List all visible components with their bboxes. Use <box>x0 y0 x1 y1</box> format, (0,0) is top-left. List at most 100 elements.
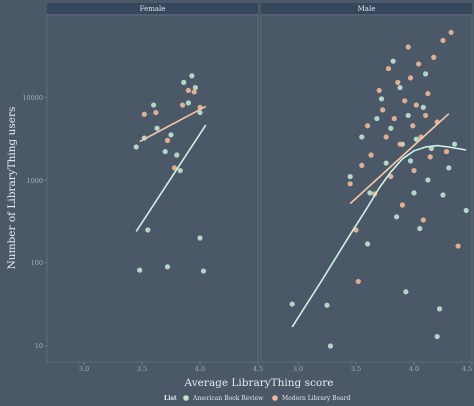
data-point-modern-library-board <box>368 152 374 158</box>
data-point-modern-library-board <box>355 278 361 285</box>
y-axis-title: Number of LibraryThing users <box>6 107 18 270</box>
data-point-modern-library-board <box>405 44 411 50</box>
data-point-modern-library-board <box>395 79 401 85</box>
data-point-american-book-review <box>436 306 443 312</box>
y-tick-label: 1000 <box>26 177 43 185</box>
data-point-american-book-review <box>164 264 171 270</box>
data-point-modern-library-board <box>391 115 397 122</box>
data-point-modern-library-board <box>376 87 382 94</box>
data-point-american-book-review <box>200 268 207 274</box>
data-point-american-book-review <box>367 190 373 196</box>
data-point-modern-library-board <box>164 137 171 143</box>
facet-strip-female <box>47 3 258 14</box>
x-tick-label: 3.5 <box>351 365 361 373</box>
data-point-modern-library-board <box>383 134 389 140</box>
data-point-american-book-review <box>434 333 440 340</box>
x-tick-label: 4.5 <box>253 365 263 373</box>
data-point-modern-library-board <box>365 123 371 129</box>
data-point-american-book-review <box>407 158 414 164</box>
fit-line-modern-library-board <box>139 105 207 143</box>
x-tick-label: 4.5 <box>462 365 472 373</box>
data-point-american-book-review <box>383 160 389 166</box>
data-point-american-book-review <box>411 190 417 196</box>
data-point-american-book-review <box>397 84 403 91</box>
data-point-modern-library-board <box>411 167 417 174</box>
legend-key-american-book-review <box>183 395 189 401</box>
data-point-american-book-review <box>181 79 187 85</box>
fit-line-american-book-review <box>291 144 467 328</box>
data-point-american-book-review <box>417 225 423 232</box>
plot-layer <box>44 29 473 365</box>
data-point-american-book-review <box>423 71 429 77</box>
data-point-american-book-review <box>425 177 431 183</box>
data-point-modern-library-board <box>141 111 147 117</box>
x-tick-label: 3.5 <box>137 365 147 373</box>
data-point-american-book-review <box>168 132 174 138</box>
facet-strip-male <box>261 3 472 14</box>
data-point-american-book-review <box>390 58 396 64</box>
panel-male <box>260 14 473 363</box>
data-point-american-book-review <box>327 343 334 349</box>
data-point-american-book-review <box>347 173 353 180</box>
data-point-modern-library-board <box>455 243 461 249</box>
data-point-modern-library-board <box>416 61 422 67</box>
data-point-american-book-review <box>289 301 295 307</box>
data-point-modern-library-board <box>185 87 191 94</box>
data-point-modern-library-board <box>399 202 405 208</box>
data-point-american-book-review <box>197 109 203 116</box>
y-tick-label: 10000 <box>22 94 43 102</box>
data-point-modern-library-board <box>153 109 159 116</box>
fit-line-modern-library-board <box>349 113 450 205</box>
data-point-american-book-review <box>394 214 400 220</box>
data-point-american-book-review <box>324 302 330 308</box>
data-point-modern-library-board <box>427 154 433 160</box>
data-point-american-book-review <box>137 267 143 273</box>
facet-strip-female-label: Female <box>140 5 166 13</box>
data-point-american-book-review <box>174 152 180 158</box>
x-tick-label: 4.0 <box>409 365 419 373</box>
data-point-american-book-review <box>420 104 426 110</box>
fit-line-american-book-review <box>135 124 207 232</box>
data-point-american-book-review <box>185 100 191 106</box>
data-point-american-book-review <box>446 165 452 171</box>
data-point-modern-library-board <box>359 162 365 168</box>
data-point-american-book-review <box>162 148 168 155</box>
data-point-american-book-review <box>133 144 139 150</box>
data-point-modern-library-board <box>448 29 454 36</box>
data-point-american-book-review <box>192 84 198 91</box>
y-tick-label: 100 <box>31 259 43 267</box>
data-point-modern-library-board <box>425 90 431 97</box>
data-point-american-book-review <box>359 134 365 140</box>
data-point-american-book-review <box>197 235 203 241</box>
data-point-modern-library-board <box>413 102 419 108</box>
data-point-american-book-review <box>189 73 195 79</box>
data-point-modern-library-board <box>191 89 197 95</box>
data-point-modern-library-board <box>443 148 450 155</box>
data-point-american-book-review <box>440 192 446 198</box>
data-point-modern-library-board <box>420 217 426 223</box>
legend-title: List <box>164 395 177 402</box>
data-point-american-book-review <box>154 125 160 131</box>
data-point-american-book-review <box>374 115 380 122</box>
data-point-american-book-review <box>365 241 371 247</box>
data-point-american-book-review <box>452 141 458 147</box>
data-point-modern-library-board <box>431 54 437 60</box>
data-point-modern-library-board <box>410 123 416 129</box>
data-point-modern-library-board <box>402 98 408 104</box>
data-point-modern-library-board <box>180 102 186 108</box>
data-point-modern-library-board <box>397 141 403 147</box>
data-point-american-book-review <box>403 289 409 295</box>
data-point-modern-library-board <box>407 75 414 81</box>
data-point-modern-library-board <box>440 37 446 44</box>
data-point-modern-library-board <box>380 107 386 113</box>
data-point-american-book-review <box>177 167 183 174</box>
legend-label-american-book-review: American Book Review <box>192 395 264 402</box>
data-point-modern-library-board <box>171 165 178 171</box>
data-point-american-book-review <box>405 112 411 119</box>
data-point-american-book-review <box>145 227 151 233</box>
data-point-american-book-review <box>378 96 385 102</box>
data-point-american-book-review <box>388 125 394 131</box>
data-point-american-book-review <box>151 102 157 108</box>
x-tick-label: 4.0 <box>195 365 205 373</box>
